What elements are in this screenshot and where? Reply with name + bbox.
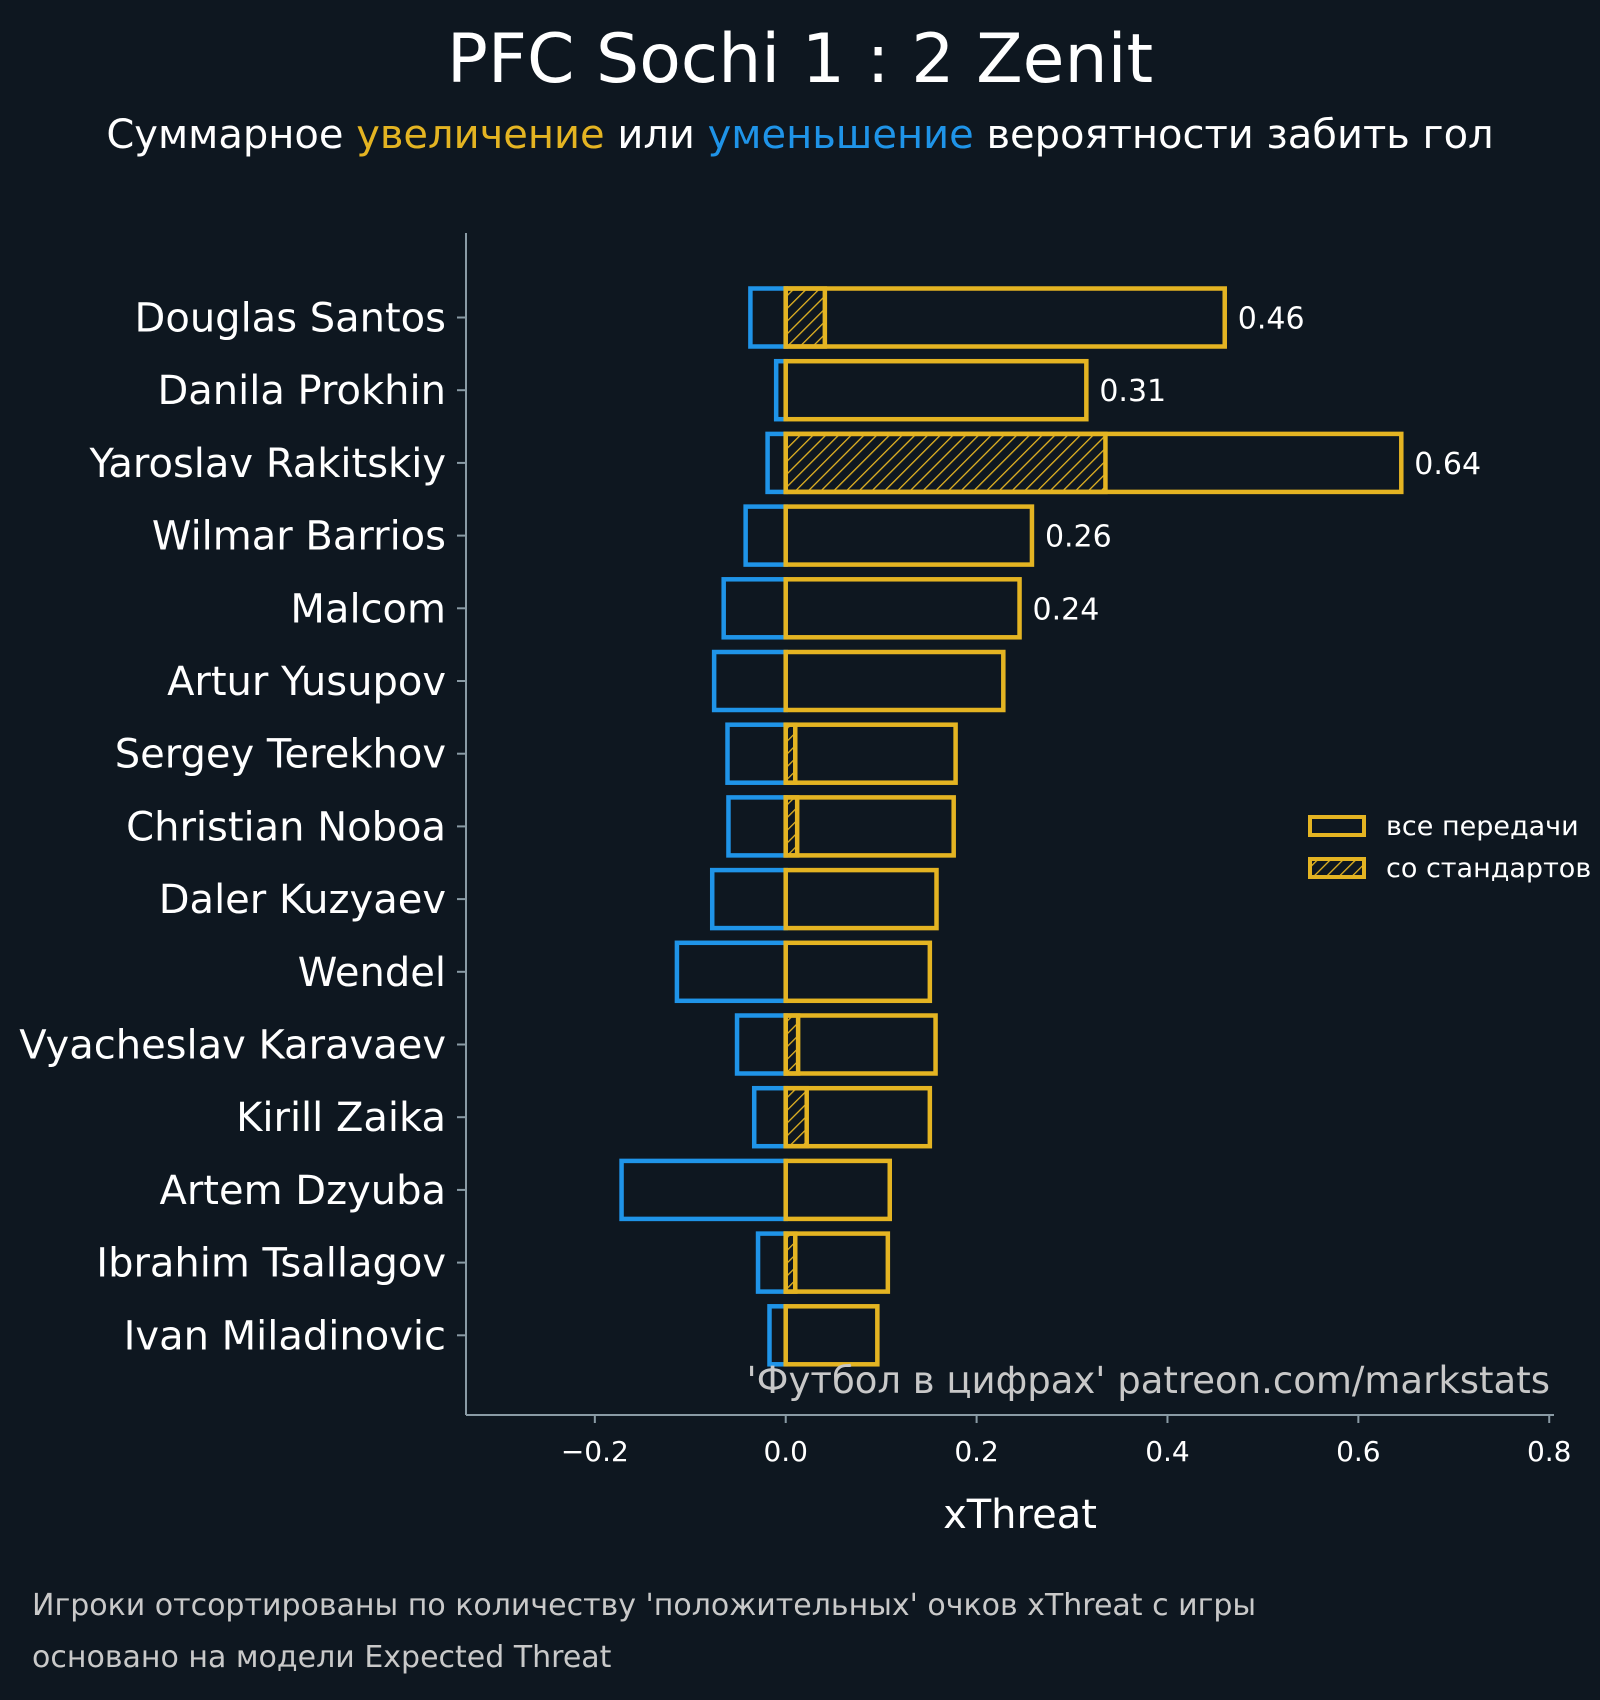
positive-bar — [783, 649, 1006, 713]
negative-bar — [711, 649, 788, 713]
negative-bar — [726, 795, 788, 858]
legend-swatch-set-pieces — [1308, 857, 1366, 879]
positive-bar — [783, 940, 933, 1004]
set-piece-bar — [783, 431, 1108, 495]
player-label: Danila Prokhin — [157, 368, 446, 414]
player-label: Malcom — [290, 586, 446, 632]
x-tick-label: 0.0 — [763, 1435, 808, 1468]
negative-bar — [767, 1304, 788, 1367]
negative-bar — [755, 1231, 788, 1294]
x-tick-label: 0.2 — [954, 1435, 999, 1468]
player-label: Kirill Zaika — [236, 1095, 446, 1141]
positive-bar — [783, 867, 939, 931]
legend-label: все передачи — [1386, 811, 1579, 842]
subtitle-part3: вероятности забить гол — [973, 112, 1494, 158]
value-label: 0.24 — [1033, 592, 1100, 627]
negative-bar — [751, 1085, 788, 1149]
negative-bar — [721, 577, 788, 640]
x-tick-label: −0.2 — [561, 1435, 629, 1468]
positive-bar — [783, 431, 1404, 495]
positive-bar — [783, 1013, 938, 1076]
chart-legend: все передачи со стандартов — [1308, 811, 1591, 884]
positive-bar — [783, 1231, 891, 1294]
chart-title: PFC Sochi 1 : 2 Zenit — [446, 20, 1154, 99]
player-label: Douglas Santos — [135, 296, 446, 342]
negative-bar — [743, 504, 788, 567]
negative-bar — [765, 431, 788, 495]
player-label: Christian Noboa — [126, 804, 446, 850]
x-axis-label: xThreat — [943, 1492, 1097, 1538]
positive-bar — [783, 795, 956, 858]
player-label: Vyacheslav Karavaev — [19, 1023, 446, 1069]
positive-bar — [783, 358, 1089, 422]
negative-bar — [709, 867, 788, 931]
x-tick-label: 0.8 — [1527, 1435, 1572, 1468]
positive-bar — [783, 286, 1227, 349]
value-label: 0.26 — [1045, 520, 1112, 555]
chart-subtitle: Суммарное увеличение или уменьшение веро… — [0, 112, 1600, 158]
negative-bar — [725, 722, 788, 785]
value-label: 0.31 — [1099, 374, 1166, 409]
subtitle-highlight-increase: увеличение — [356, 112, 605, 158]
subtitle-highlight-decrease: уменьшение — [707, 112, 974, 158]
x-tick-label: 0.6 — [1336, 1435, 1381, 1468]
positive-bar — [783, 722, 958, 785]
value-label: 0.64 — [1414, 447, 1481, 482]
subtitle-part2: или — [604, 112, 708, 158]
positive-bar — [783, 1158, 892, 1222]
negative-bar — [619, 1158, 788, 1222]
negative-bar — [748, 286, 788, 349]
positive-bar — [783, 1085, 933, 1149]
positive-bar — [783, 577, 1022, 640]
player-label: Artem Dzyuba — [159, 1168, 446, 1214]
positive-bar — [783, 1304, 880, 1367]
negative-bar — [674, 940, 788, 1004]
player-label: Daler Kuzyaev — [159, 877, 446, 923]
player-label: Wendel — [298, 950, 446, 996]
positive-bar — [783, 504, 1035, 567]
footnote-line-1: Игроки отсортированы по количеству 'поло… — [32, 1588, 1257, 1623]
footnote-line-2: основано на модели Expected Threat — [32, 1640, 612, 1675]
watermark-text: 'Футбол в цифрах' patreon.com/markstats — [746, 1359, 1550, 1402]
player-label: Sergey Terekhov — [115, 732, 446, 778]
x-tick-label: 0.4 — [1145, 1435, 1190, 1468]
set-piece-bar — [783, 1085, 809, 1149]
subtitle-part1: Суммарное — [106, 112, 357, 158]
player-label: Artur Yusupov — [167, 659, 446, 705]
value-label: 0.46 — [1238, 302, 1305, 337]
player-label: Yaroslav Rakitskiy — [88, 441, 446, 487]
chart-footnote: Игроки отсортированы по количеству 'поло… — [32, 1580, 1256, 1684]
player-label: Wilmar Barrios — [152, 514, 446, 560]
legend-label: со стандартов — [1386, 853, 1591, 884]
player-label: Ibrahim Tsallagov — [96, 1241, 446, 1287]
legend-swatch-all-passes — [1308, 815, 1366, 837]
set-piece-bar — [783, 286, 828, 349]
player-label: Ivan Miladinovic — [124, 1313, 446, 1359]
negative-bar — [734, 1013, 788, 1076]
